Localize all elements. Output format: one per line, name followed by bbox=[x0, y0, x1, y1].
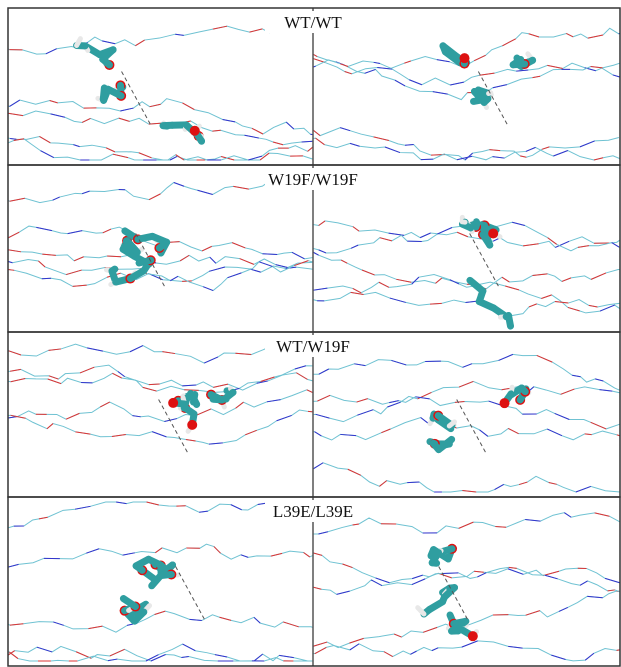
residue-stick bbox=[139, 260, 151, 263]
hydrogen bbox=[449, 422, 454, 426]
panel-title: WT/WT bbox=[284, 13, 342, 32]
residue-stick bbox=[432, 563, 436, 564]
figure: WT/WT W19F/W19F WT/W19F L39E/L39E bbox=[0, 0, 621, 667]
oxygen bbox=[168, 398, 178, 408]
oxygen bbox=[488, 228, 498, 238]
residue-stick bbox=[161, 574, 171, 575]
atom-bond bbox=[42, 278, 51, 279]
oxygen bbox=[460, 53, 470, 63]
background bbox=[0, 0, 621, 667]
hydrogen bbox=[77, 39, 81, 46]
atom-bond bbox=[407, 482, 419, 483]
residue-stick bbox=[159, 244, 165, 248]
panel-title: L39E/L39E bbox=[273, 502, 353, 521]
oxygen bbox=[187, 420, 197, 430]
residue-stick bbox=[513, 59, 521, 64]
oxygen bbox=[190, 126, 200, 136]
atom-bond bbox=[149, 384, 160, 385]
residue-stick bbox=[103, 88, 104, 99]
panel-title: WT/W19F bbox=[276, 337, 350, 356]
residue-stick bbox=[126, 241, 127, 251]
atom-bond bbox=[421, 159, 433, 160]
residue-stick bbox=[509, 316, 511, 327]
oxygen bbox=[499, 398, 509, 408]
oxygen bbox=[468, 631, 478, 641]
panel-title: W19F/W19F bbox=[268, 170, 358, 189]
atom-bond bbox=[443, 573, 459, 574]
